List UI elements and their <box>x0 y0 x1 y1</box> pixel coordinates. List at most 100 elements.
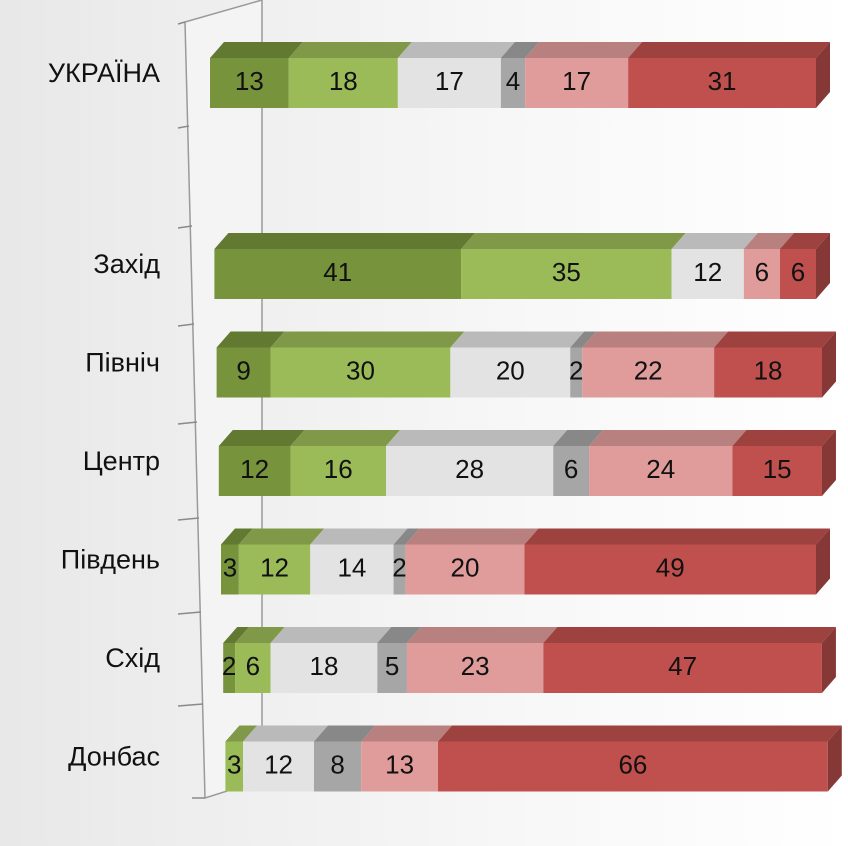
bar-segment <box>310 544 394 595</box>
bar-segment <box>524 544 816 595</box>
bar-end <box>816 528 830 595</box>
bar-top <box>386 430 568 446</box>
bar-top <box>732 430 836 446</box>
value-label: 6 <box>755 257 769 287</box>
bar-top <box>221 528 253 545</box>
bar-segment <box>397 58 501 108</box>
value-label: 4 <box>506 66 520 96</box>
bar-top <box>714 331 836 348</box>
value-label: 30 <box>346 355 375 385</box>
bar-top <box>779 233 830 249</box>
bar-segment <box>216 347 271 398</box>
bar-segment <box>270 643 378 693</box>
bar-top <box>397 42 515 58</box>
bar-segment <box>214 249 462 299</box>
bar-top <box>290 430 401 446</box>
bar-segment <box>221 544 239 595</box>
bar-top <box>461 233 686 249</box>
bar-segment <box>393 544 406 595</box>
value-label: 20 <box>450 552 479 582</box>
bar-top <box>589 430 747 446</box>
bar-top <box>553 430 604 446</box>
value-label: 5 <box>385 651 399 681</box>
value-label: 8 <box>330 749 344 779</box>
bar-segment <box>589 446 733 496</box>
bar-segment <box>225 741 244 792</box>
bar-top <box>238 528 325 545</box>
category-label: Південь <box>61 545 160 575</box>
value-label: 2 <box>569 355 583 385</box>
bar-segment <box>714 347 822 398</box>
bar-top <box>235 627 285 643</box>
bar-segment <box>500 58 526 108</box>
axis-ticks <box>177 21 205 799</box>
bar-top <box>543 627 836 643</box>
bar-top <box>438 725 842 742</box>
bar-segment <box>525 58 629 108</box>
bar-top <box>450 331 585 348</box>
value-label: 12 <box>693 257 722 287</box>
value-label: 3 <box>227 749 241 779</box>
value-label: 3 <box>223 552 237 582</box>
bar-top <box>310 528 408 545</box>
bar-segment <box>628 58 816 108</box>
bar-top <box>288 42 412 58</box>
bar-segment <box>290 446 387 496</box>
value-label: 9 <box>236 355 250 385</box>
bar-end <box>821 430 836 496</box>
bar-top <box>210 42 303 58</box>
bar-segment <box>210 58 289 108</box>
bar-top <box>361 725 453 742</box>
value-label: 6 <box>791 257 805 287</box>
bar-segment <box>543 643 822 693</box>
bar-top <box>313 725 376 742</box>
bar-top <box>223 627 250 643</box>
bar-top <box>270 627 392 643</box>
category-label: Схід <box>105 643 160 673</box>
bar-top <box>500 42 540 58</box>
bar-top <box>216 331 285 348</box>
value-label: 13 <box>235 66 264 96</box>
bar-segment <box>223 643 236 693</box>
bar-segment <box>779 249 816 299</box>
bar-segment <box>553 446 590 496</box>
bar-end <box>816 42 830 108</box>
bar-top <box>225 725 258 742</box>
value-label: 15 <box>763 454 792 484</box>
value-label: 47 <box>668 651 697 681</box>
bar-top <box>218 430 305 446</box>
bar-top <box>270 331 465 348</box>
value-label: 13 <box>385 749 414 779</box>
value-label: 41 <box>323 257 352 287</box>
bar-segment <box>406 643 544 693</box>
bar-segment <box>582 347 715 398</box>
bar-segment <box>313 741 362 792</box>
bar-segment <box>386 446 554 496</box>
bar-segment <box>450 347 571 398</box>
category-label: Захід <box>93 249 160 279</box>
bar-segment <box>743 249 780 299</box>
value-label: 6 <box>246 651 260 681</box>
value-label: 14 <box>337 552 366 582</box>
bar-segment <box>238 544 311 595</box>
value-label: 17 <box>562 66 591 96</box>
value-label: 2 <box>222 651 236 681</box>
bar-segment <box>377 643 407 693</box>
value-label: 18 <box>754 355 783 385</box>
bar-segment <box>235 643 271 693</box>
category-label: Донбас <box>68 742 160 772</box>
bar-segment <box>671 249 744 299</box>
value-label: 49 <box>656 552 685 582</box>
value-label: 23 <box>461 651 490 681</box>
bar-segment <box>438 741 828 792</box>
bar-segment <box>288 58 398 108</box>
value-label: 20 <box>496 355 525 385</box>
bar-segment <box>570 347 583 398</box>
value-label: 2 <box>392 552 406 582</box>
bar-end <box>816 233 830 299</box>
value-label: 18 <box>310 651 339 681</box>
bar-end <box>821 627 836 693</box>
bar-segment <box>361 741 439 792</box>
